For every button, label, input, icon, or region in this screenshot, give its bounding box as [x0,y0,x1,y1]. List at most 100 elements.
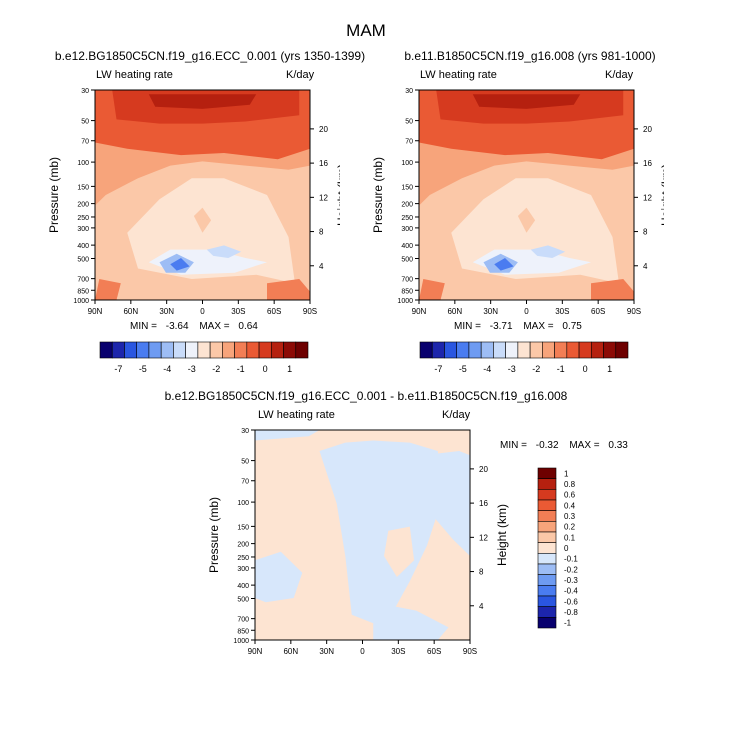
y2-tick-label: 8 [479,568,484,577]
panel2-min-label: MIN = [454,321,481,332]
colorbar-swatch [537,553,557,565]
colorbar-swatch [99,341,113,359]
x-tick-label: 30N [159,307,174,316]
y-axis-title: Pressure (mb) [371,157,385,233]
colorbar-label: -0.3 [564,576,578,585]
colorbar-swatch [615,341,629,359]
y-tick-label: 500 [401,256,413,263]
panel3-max-label: MAX = [569,440,600,451]
colorbar-swatch [554,341,568,359]
colorbar-swatch [537,563,557,575]
colorbar-swatch [283,341,297,359]
panel3-min-label: MIN = [500,440,527,451]
panel3-plot: 90N 60N 30N 0 30S 60S 90S 30 50 70 100 150 200 250 300… [207,428,509,656]
y-tick-label: 200 [77,202,89,209]
colorbar-swatch [270,341,284,359]
x-tick-label: 30S [391,647,405,656]
plot-field [255,430,470,640]
y-tick-label: 250 [237,555,249,562]
y-tick-label: 30 [81,88,89,95]
colorbar-label: 0.3 [564,512,576,521]
colorbar-label: 0.2 [564,523,576,532]
y-tick-label: 150 [237,524,249,531]
x-tick-label: 30N [483,307,498,316]
colorbar-label: -3 [188,364,196,374]
panel1-min-label: MIN = [130,321,157,332]
field-core-band [148,94,257,109]
colorbar-label: -1 [237,364,245,374]
y-tick-label: 400 [237,583,249,590]
colorbar-swatch [537,478,557,490]
colorbar-swatch [537,467,557,479]
field-south-surface [267,279,310,300]
colorbar-swatch [537,617,557,629]
panel1-max-label: MAX = [199,321,230,332]
field-blue-patch-2 [206,245,242,258]
colorbar-swatch [222,341,235,359]
x-tick-label: 60S [427,647,441,656]
colorbar-label: -4 [483,364,491,374]
colorbar-label: -2 [532,364,540,374]
colorbar-label: 0 [263,364,268,374]
colorbar-swatch [537,489,557,501]
panel3-stats: MIN = -0.32 MAX = 0.33 [500,441,628,451]
panel2-colorbar: -7 -5 -4 -3 -2 -1 0 1 [419,341,629,374]
panel2-min-value: -3.71 [489,321,513,332]
colorbar-label: 1 [564,469,569,478]
y-axis-title: Pressure (mb) [47,157,61,233]
colorbar-swatch [590,341,604,359]
y-tick-label: 700 [401,277,413,284]
field-north-surface [419,279,445,300]
colorbar-swatch [209,341,223,359]
y2-tick-label: 8 [319,228,324,237]
colorbar-label: 0.8 [564,480,576,489]
colorbar-swatch [578,341,592,359]
y-tick-label: 100 [77,160,89,167]
diff-central-region [319,440,445,624]
x-tick-label: 0 [200,307,205,316]
x-tick-label: 90N [248,647,263,656]
x-tick-label: 90S [627,307,641,316]
panel2-max-value: 0.75 [562,321,582,332]
y-tick-label: 50 [241,459,249,466]
y-axis-title: Pressure (mb) [207,497,221,573]
colorbar-swatch [258,341,272,359]
x-tick-label: 0 [360,647,365,656]
y-tick-label: 250 [401,215,413,222]
colorbar-swatch [537,531,557,543]
colorbar-swatch [493,341,506,359]
x-tick-label: 30S [555,307,569,316]
y-tick-label: 1000 [73,298,89,305]
colorbar-label: -7 [434,364,442,374]
colorbar-swatch [197,341,211,359]
colorbar-label: 0.1 [564,533,576,542]
y-tick-label: 30 [241,428,249,435]
field-blue-core [170,258,190,271]
panel1-stats: MIN = -3.64 MAX = 0.64 [130,322,258,332]
panel1-left-label: LW heating rate [96,69,173,81]
colorbar-swatch [537,585,557,597]
colorbar-swatch [456,341,470,359]
y-tick-label: 500 [77,256,89,263]
y-tick-label: 300 [77,226,89,233]
colorbar-label: -0.1 [564,555,578,564]
colorbar-swatch [173,341,186,359]
diff-south-region [422,451,470,556]
colorbar-label: -0.8 [564,608,578,617]
diff-warm-island [384,526,415,577]
y-tick-label: 300 [401,226,413,233]
panel3-colorbar: 1 0.8 0.60.4 0.3 0.20.1 0 -0.1-0.2 -0.3 -0.4-0.6… [537,467,578,629]
x-tick-label: 90S [303,307,317,316]
colorbar-swatch [480,341,494,359]
y2-tick-label: 20 [319,125,328,134]
field-blue-core [494,258,514,271]
panel1-title: b.e12.BG1850C5CN.f19_g16.ECC_0.001 (yrs … [54,49,366,63]
y-tick-label: 200 [401,202,413,209]
field-blue-patch-2 [530,245,566,258]
y-tick-label: 200 [237,542,249,549]
y-tick-label: 700 [237,617,249,624]
y-tick-label: 150 [401,184,413,191]
panel3-max-value: 0.33 [608,440,628,451]
colorbar-swatch [603,341,617,359]
colorbar-swatch [136,341,150,359]
